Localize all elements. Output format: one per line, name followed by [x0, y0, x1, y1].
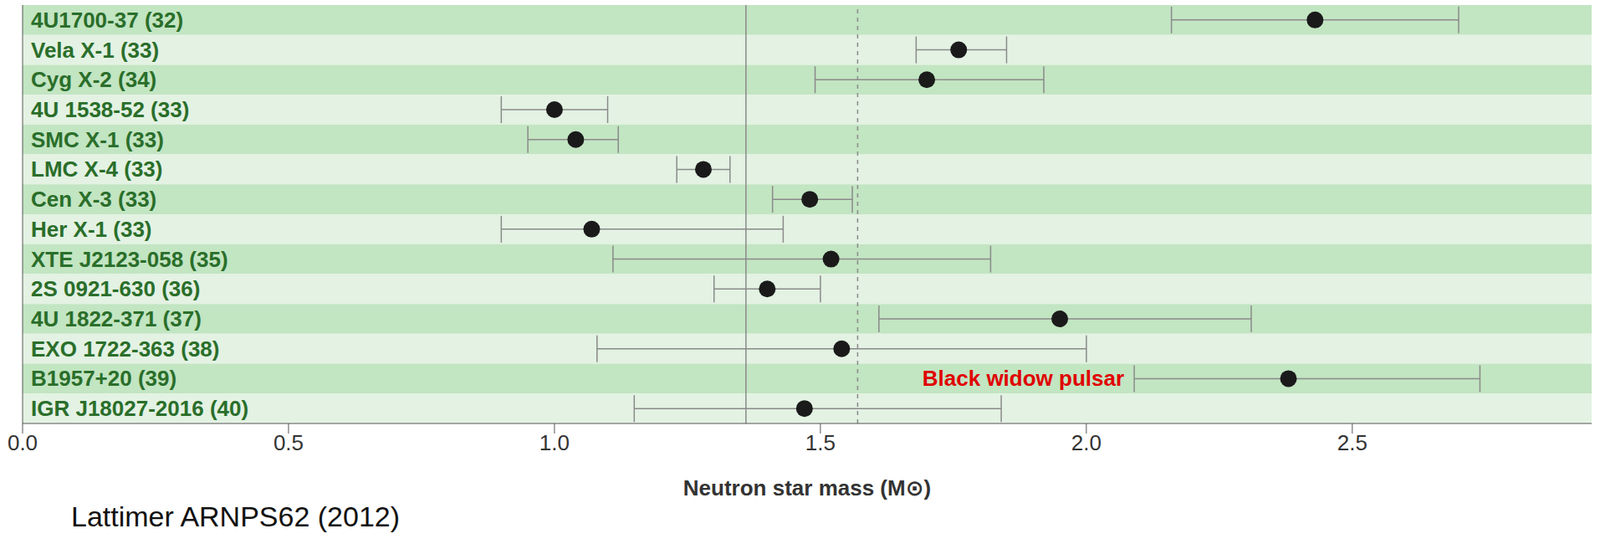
svg-text:Cen X-3 (33): Cen X-3 (33) — [30, 186, 157, 212]
svg-text:4U 1538-52 (33): 4U 1538-52 (33) — [30, 97, 190, 123]
svg-text:2.0: 2.0 — [1071, 429, 1102, 455]
svg-text:2.5: 2.5 — [1337, 429, 1368, 455]
svg-text:4U 1822-371 (37): 4U 1822-371 (37) — [30, 306, 202, 332]
svg-text:B1957+20 (39): B1957+20 (39) — [30, 365, 177, 391]
svg-text:1.0: 1.0 — [539, 429, 570, 455]
svg-text:LMC X-4 (33): LMC X-4 (33) — [30, 156, 163, 182]
svg-text:IGR J18027-2016 (40): IGR J18027-2016 (40) — [30, 395, 249, 421]
svg-text:0.5: 0.5 — [273, 429, 304, 455]
svg-text:SMC X-1 (33): SMC X-1 (33) — [30, 127, 164, 153]
svg-text:Vela X-1 (33): Vela X-1 (33) — [30, 37, 159, 63]
svg-text:2S 0921-630 (36): 2S 0921-630 (36) — [30, 276, 200, 302]
svg-text:Black widow pulsar: Black widow pulsar — [922, 365, 1125, 391]
svg-text:EXO 1722-363 (38): EXO 1722-363 (38) — [30, 336, 220, 362]
svg-text:Her X-1 (33): Her X-1 (33) — [30, 216, 153, 242]
svg-text:0.0: 0.0 — [7, 429, 38, 455]
svg-text:Cyg X-2 (34): Cyg X-2 (34) — [30, 66, 157, 93]
html-text:Lattimer ARNPS62 (2012): Lattimer ARNPS62 (2012) — [71, 500, 400, 532]
svg-text:Neutron star mass (M⊙): Neutron star mass (M⊙) — [683, 475, 931, 501]
svg-text:1.5: 1.5 — [805, 429, 836, 455]
svg-text:XTE J2123-058 (35): XTE J2123-058 (35) — [30, 246, 229, 272]
svg-text:4U1700-37 (32): 4U1700-37 (32) — [30, 7, 184, 33]
